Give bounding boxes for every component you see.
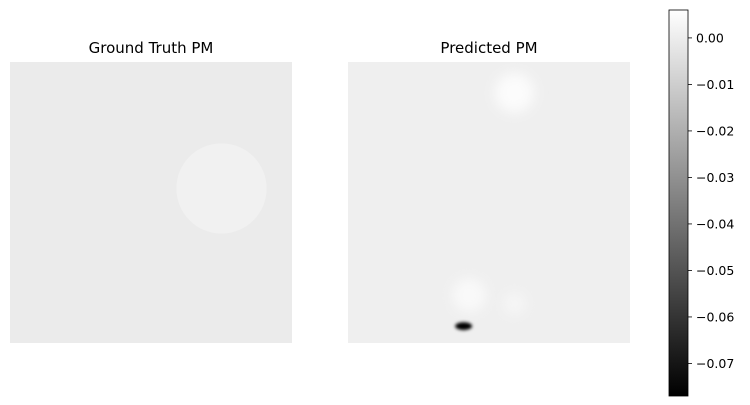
- panel-title-ground-truth: Ground Truth PM: [89, 39, 214, 57]
- panel-title-predicted: Predicted PM: [440, 39, 537, 57]
- colorbar-tick-label: −0.03: [696, 170, 734, 185]
- colorbar-tick-label: −0.04: [696, 216, 734, 231]
- colorbar-tick-label: −0.01: [696, 77, 734, 92]
- colorbar-tick-label: −0.05: [696, 263, 734, 278]
- colorbar-tick-label: 0.00: [696, 30, 724, 45]
- heatmap-disk: [176, 143, 267, 234]
- colorbar-tick-label: −0.06: [696, 309, 734, 324]
- colorbar: 0.00 −0.01 −0.02 −0.03 −0.04 −0.05 −0.06 −0.07: [668, 9, 734, 397]
- heatmap-dark-spot: [455, 322, 473, 331]
- colorbar-gradient: [668, 9, 689, 397]
- heatmap-bright-blob: [452, 278, 487, 313]
- colorbar-tick-label: −0.07: [696, 356, 734, 371]
- colorbar-tick-label: −0.02: [696, 123, 734, 138]
- heatmap-background-predicted: [348, 62, 630, 343]
- heatmap-bright-blob: [503, 292, 526, 315]
- panel-predicted: Predicted PM: [348, 39, 630, 343]
- panel-ground-truth: Ground Truth PM: [10, 39, 292, 343]
- heatmap-bright-blob: [494, 73, 535, 113]
